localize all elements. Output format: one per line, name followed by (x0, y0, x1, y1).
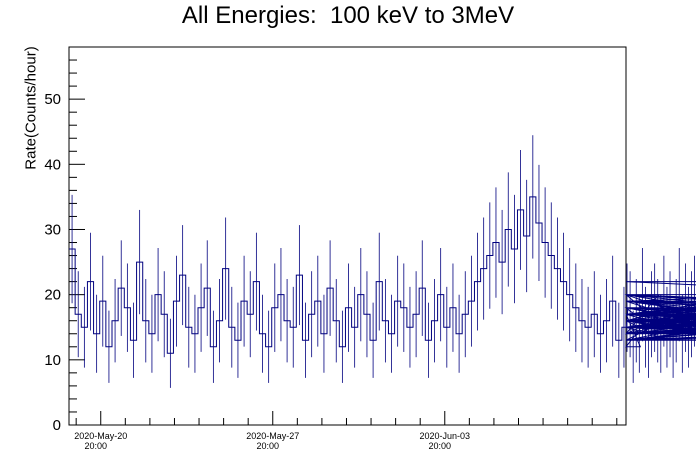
x-axis-ticks: 2020-May-2020:002020-May-2720:002020-Jun… (74, 411, 618, 451)
x-tick-label-date: 2020-Jun-03 (419, 431, 470, 441)
plot-border (68, 46, 627, 426)
series-layer (69, 135, 696, 388)
rate-series-line (69, 196, 696, 354)
x-tick-label-time: 20:00 (84, 441, 107, 451)
y-tick-label: 30 (44, 221, 61, 238)
plot-frame (68, 46, 627, 426)
x-tick-label-time: 20:00 (256, 441, 279, 451)
y-tick-label: 0 (53, 417, 61, 434)
x-tick-label-date: 2020-May-27 (246, 431, 299, 441)
x-tick-label-date: 2020-May-20 (74, 431, 127, 441)
chart-title: All Energies: 100 keV to 3MeV (181, 2, 515, 29)
x-tick-label-time: 20:00 (429, 441, 452, 451)
y-tick-label: 10 (44, 352, 61, 369)
y-tick-label: 40 (44, 156, 61, 173)
y-tick-label: 50 (44, 91, 61, 108)
y-tick-label: 20 (44, 287, 61, 304)
y-axis-ticks: 0 10 20 30 40 50 (44, 46, 85, 434)
